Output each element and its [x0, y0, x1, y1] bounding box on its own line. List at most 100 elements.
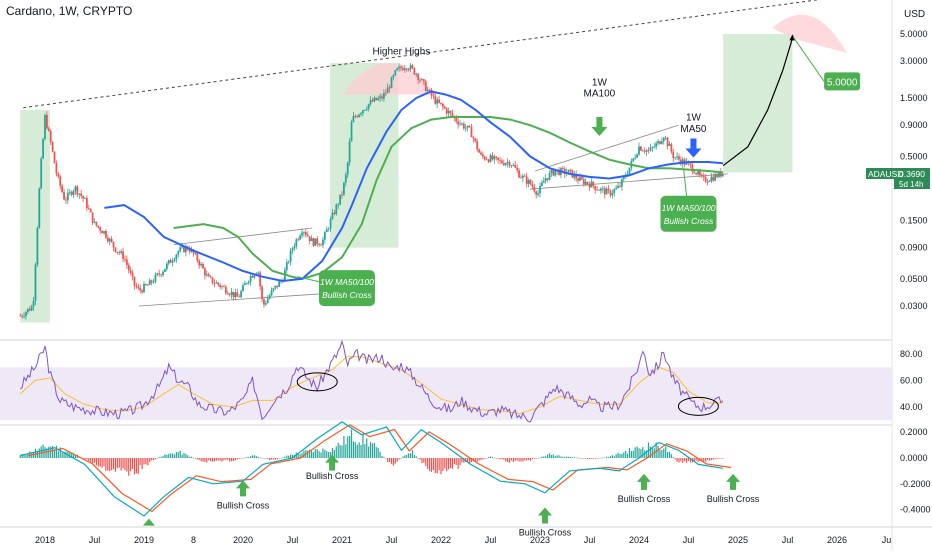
candle-body [99, 227, 102, 231]
candle-body [445, 108, 448, 114]
candle-body [462, 123, 465, 129]
macd-histogram-bar [95, 458, 98, 466]
candle-body [188, 249, 191, 252]
macd-histogram-bar [57, 451, 59, 458]
macd-histogram-bar [520, 458, 522, 462]
ma50-label-line2: MA50 [680, 124, 707, 135]
candle-body [508, 161, 511, 166]
macd-histogram-bar [604, 457, 606, 459]
candle-body [173, 259, 176, 262]
candle-body [261, 286, 263, 300]
macd-histogram-bar [65, 451, 67, 458]
candle-body [712, 176, 715, 181]
macd-histogram-bar [257, 457, 259, 458]
candle-body [219, 284, 222, 288]
macd-histogram-bar [600, 457, 602, 459]
macd-histogram-bar [451, 458, 454, 469]
candle-body [367, 104, 370, 109]
price-pane: 5.0000 3.0000 1.5000 0.9000 0.5000 0.1500 0.09… [19, 0, 928, 323]
macd-histogram-bar [541, 456, 543, 458]
macd-histogram-bar [322, 448, 324, 458]
top-dome-2021 [342, 63, 437, 95]
macd-histogram-bar [343, 436, 345, 458]
candle-body [586, 181, 589, 184]
price-tick-label: 5.0000 [900, 29, 928, 39]
candle-body [379, 96, 381, 99]
candle-body [483, 156, 486, 160]
macd-histogram-bar [638, 448, 640, 458]
candle-body [28, 308, 31, 311]
macd-histogram-bar [341, 445, 343, 458]
candle-body [133, 276, 136, 286]
macd-histogram-bar [642, 447, 644, 458]
macd-histogram-bar [508, 458, 511, 463]
macd-histogram-bar [415, 456, 417, 458]
macd-histogram-bar [270, 458, 273, 460]
macd-histogram-bar [573, 457, 575, 458]
candle-body [678, 156, 680, 160]
macd-histogram-bar [463, 458, 465, 463]
macd-histogram-bar [468, 458, 471, 464]
macd-histogram-bar [666, 452, 669, 458]
candle-body [310, 238, 313, 242]
macd-histogram-bar [529, 458, 532, 461]
macd-histogram-bar [552, 454, 554, 458]
macd-histogram-bar [223, 458, 225, 461]
macd-histogram-bar [531, 458, 533, 460]
macd-histogram-bar [457, 458, 459, 469]
candle-body [205, 274, 208, 276]
macd-histogram-bar [388, 458, 391, 463]
macd-histogram-bar [31, 453, 33, 458]
macd-histogram-bar [548, 453, 551, 458]
candle-body [322, 239, 324, 246]
candle-body [497, 157, 500, 160]
macd-histogram-bar [345, 444, 347, 458]
candle-body [356, 116, 359, 118]
macd-histogram-bar [432, 458, 434, 471]
candle-body [303, 232, 305, 233]
candle-body [388, 87, 391, 89]
macd-histogram-bar [404, 455, 406, 458]
macd-histogram-bar [248, 457, 250, 458]
candle-body [382, 93, 385, 99]
candle-body [154, 274, 157, 282]
candle-body [510, 165, 513, 167]
macd-histogram-bar [324, 449, 326, 458]
macd-histogram-bar [52, 445, 54, 458]
bullish-cross-arrow [726, 473, 741, 490]
macd-histogram-bar [611, 455, 613, 458]
candle-body [402, 68, 404, 71]
macd-histogram-bar [156, 457, 158, 459]
candle-body [293, 246, 296, 249]
candle-body [160, 274, 163, 276]
macd-histogram-bar [438, 458, 440, 471]
macd-histogram-bar [409, 453, 412, 458]
candle-body [499, 159, 501, 161]
candle-body [217, 282, 220, 285]
candle-body [295, 239, 298, 247]
candle-body [80, 193, 83, 196]
macd-histogram-bar [59, 447, 61, 458]
candle-body [580, 177, 583, 180]
candle-body [721, 173, 724, 177]
macd-histogram-bar [484, 458, 486, 459]
candle-body [365, 108, 368, 110]
candle-body [169, 260, 172, 263]
candle-body [396, 68, 399, 71]
macd-histogram-bar [718, 458, 720, 459]
macd-pane: 0.2000 0.0000 -0.2000 -0.4000 Bullish Cross B… [19, 421, 931, 538]
macd-histogram-bar [607, 457, 610, 458]
candle-body [165, 263, 168, 269]
candle-body [659, 141, 661, 144]
macd-histogram-bar [705, 458, 707, 462]
macd-histogram-bar [480, 458, 482, 460]
macd-histogram-bar [510, 458, 513, 461]
candle-body [603, 188, 606, 195]
macd-histogram-bar [501, 458, 503, 460]
candle-body [693, 171, 696, 173]
macd-histogram-bar [116, 458, 118, 468]
macd-histogram-bar [194, 458, 197, 459]
cross-2020-label-line2: Bullish Cross [322, 290, 372, 300]
currency-label: USD [904, 9, 925, 20]
